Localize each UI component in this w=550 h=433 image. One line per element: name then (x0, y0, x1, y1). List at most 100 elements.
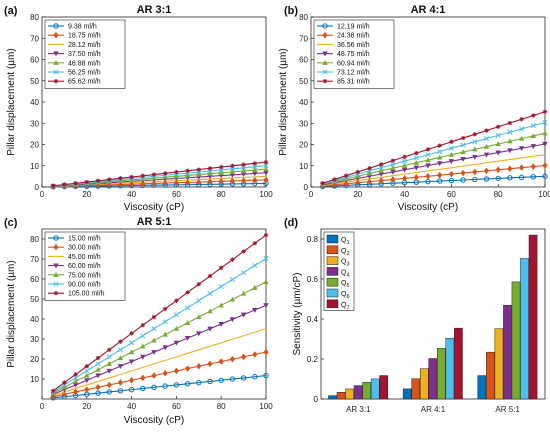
data-point (51, 183, 56, 188)
data-point (460, 149, 466, 155)
data-point (472, 139, 478, 145)
y-tick-label: 80 (30, 235, 39, 244)
data-point-stroke (508, 121, 512, 125)
x-tick-label: 80 (494, 190, 503, 199)
data-point-stroke (73, 181, 78, 186)
data-point (518, 146, 525, 152)
data-point (196, 362, 202, 370)
data-point-stroke (264, 233, 268, 237)
data-point (448, 177, 455, 184)
legend-label: 105.00 ml/h (68, 291, 105, 298)
y-tick-label: 10 (30, 162, 39, 171)
legend: 9.38 ml/h 18.75 ml/h 28.12 ml/h 37.50 ml/h 4… (44, 19, 126, 89)
data-point-stroke (107, 347, 112, 352)
data-point-stroke (472, 132, 477, 137)
data-point (196, 314, 202, 320)
data-point (185, 290, 190, 295)
data-point (355, 169, 360, 175)
data-point (117, 364, 124, 370)
panel-label: (d) (284, 217, 298, 229)
data-point (162, 331, 168, 337)
data-point-stroke (174, 298, 179, 303)
legend-label-q: Q (341, 259, 347, 266)
legend-label-subscript: 1 (346, 240, 349, 246)
data-point (207, 378, 213, 385)
y-tick-label: 70 (30, 34, 39, 43)
series-line (322, 121, 546, 185)
data-point-stroke (230, 163, 235, 168)
y-tick-label: 30 (30, 335, 39, 344)
x-axis-label: Viscosity (cP) (124, 415, 184, 426)
legend-label: 56.25 ml/h (68, 70, 101, 77)
data-point (483, 176, 490, 182)
data-point-stroke (437, 148, 443, 155)
data-point (519, 126, 525, 132)
y-tick-label: 0 (35, 183, 40, 192)
data-point (241, 177, 247, 184)
bar (411, 378, 421, 400)
data-point-stroke (241, 249, 246, 254)
data-point (322, 51, 328, 57)
y-axis-label: Sensitivity (µm/cP) (292, 273, 303, 356)
data-point-stroke (218, 284, 224, 290)
bar (528, 234, 538, 400)
data-point-stroke (152, 172, 156, 177)
series-markers (50, 176, 269, 190)
data-point (252, 262, 258, 269)
series-line (322, 154, 546, 186)
data-point (437, 171, 443, 179)
data-point-stroke (402, 158, 408, 164)
data-point-stroke (320, 181, 325, 186)
data-point-stroke (414, 151, 419, 155)
legend-label: Q1 (341, 237, 350, 246)
legend: 12.19 ml/h 24.38 ml/h 36.56 ml/h 48.75 ml/h… (313, 19, 395, 89)
data-point (174, 169, 179, 175)
data-point (207, 170, 213, 176)
data-point (436, 154, 443, 160)
data-point (437, 143, 442, 148)
data-point (185, 305, 191, 311)
data-point-stroke (129, 175, 134, 179)
data-point (53, 271, 59, 277)
data-point (229, 296, 236, 302)
data-point (53, 281, 59, 287)
data-point (240, 168, 247, 174)
data-point (495, 141, 501, 147)
y-tick-label: 0.4 (307, 315, 319, 324)
data-point (219, 164, 224, 170)
data-point (95, 390, 101, 396)
data-point-stroke (543, 109, 547, 114)
legend-label-subscript: 5 (346, 283, 349, 289)
data-point (530, 163, 536, 170)
y-axis-label: Pillar displacement (µm) (6, 48, 17, 155)
legend-label-subscript: 6 (346, 294, 349, 300)
data-point (507, 138, 513, 144)
data-point (496, 124, 501, 129)
data-point (437, 178, 443, 184)
data-point (230, 257, 235, 262)
x-tick-label: 0 (309, 190, 314, 199)
data-point-stroke (129, 340, 135, 346)
data-point (163, 171, 168, 176)
bar (419, 368, 429, 400)
data-point (229, 177, 235, 185)
data-point (107, 347, 112, 353)
y-tick-label: 50 (30, 77, 39, 86)
data-point-stroke (413, 155, 419, 161)
data-point (263, 232, 269, 238)
data-point (162, 369, 168, 377)
data-point (95, 373, 101, 379)
data-point-stroke (241, 162, 246, 167)
data-point (196, 171, 202, 177)
legend-label: Q5 (341, 280, 350, 289)
x-tick-label: 0 (40, 402, 45, 411)
data-point (495, 132, 501, 138)
data-point (140, 323, 145, 328)
data-point-stroke (84, 180, 89, 184)
y-tick-label: 60 (299, 56, 308, 65)
legend-swatch (326, 267, 339, 276)
data-point (84, 386, 90, 393)
data-point-stroke (140, 173, 145, 178)
series-markers (50, 279, 269, 396)
